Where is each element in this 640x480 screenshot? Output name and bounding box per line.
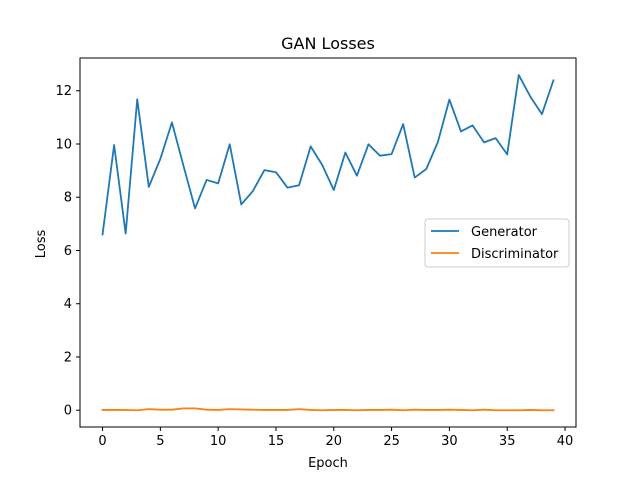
- series-line-generator: [101, 74, 555, 236]
- x-tick-label: 15: [268, 434, 285, 449]
- y-tick-label: 10: [55, 137, 72, 152]
- y-tick-label: 12: [55, 84, 72, 99]
- x-tick-label: 40: [557, 434, 574, 449]
- y-tick-label: 6: [64, 244, 72, 259]
- legend: Generator Discriminator: [424, 218, 570, 268]
- plot-area: [101, 74, 555, 412]
- chart-title: GAN Losses: [281, 34, 375, 53]
- y-axis-ticks: 0 2 4 6 8 10 12: [55, 84, 80, 419]
- y-tick-label: 0: [64, 404, 72, 419]
- y-tick-label: 4: [64, 297, 72, 312]
- series-line-discriminator: [101, 407, 555, 412]
- x-axis-ticks: 0 5 10 15 20 25 30 35 40: [98, 427, 573, 449]
- legend-label-generator: Generator: [471, 225, 538, 240]
- x-tick-label: 35: [499, 434, 516, 449]
- x-tick-label: 25: [383, 434, 400, 449]
- axes-frame: [79, 57, 577, 428]
- y-tick-label: 2: [64, 350, 72, 365]
- x-tick-label: 20: [326, 434, 343, 449]
- x-tick-label: 0: [98, 434, 106, 449]
- y-axis-label: Loss: [34, 230, 49, 259]
- x-tick-label: 30: [441, 434, 458, 449]
- legend-box: [424, 218, 570, 268]
- legend-label-discriminator: Discriminator: [471, 247, 559, 262]
- x-tick-label: 10: [210, 434, 227, 449]
- y-tick-label: 8: [64, 191, 72, 206]
- x-axis-label: Epoch: [308, 456, 348, 471]
- x-tick-label: 5: [156, 434, 164, 449]
